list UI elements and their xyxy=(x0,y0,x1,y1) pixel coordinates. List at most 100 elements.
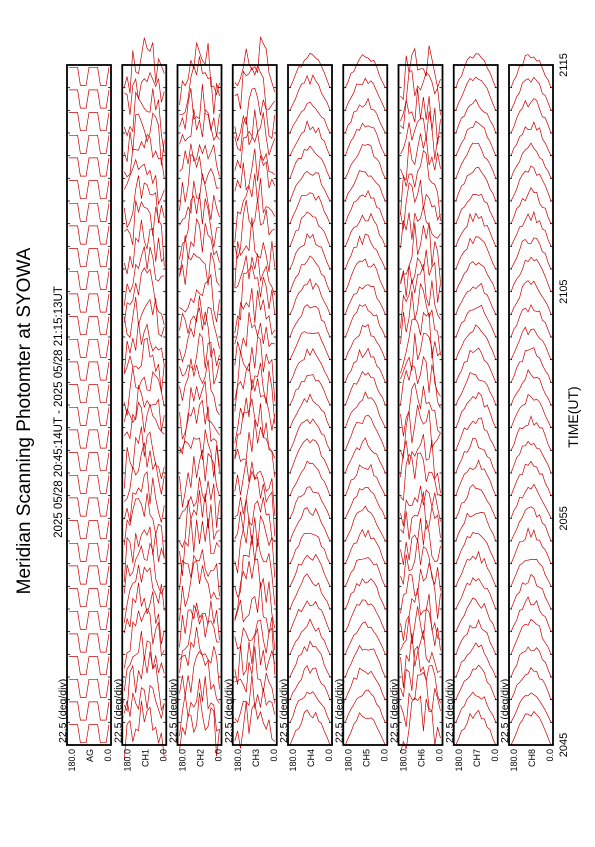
trace-line xyxy=(510,440,552,474)
trace-line xyxy=(69,701,110,721)
trace-line xyxy=(510,98,552,134)
scale-label: 22.5 (deg/div) xyxy=(223,679,235,743)
trace-line xyxy=(400,491,441,540)
trace-line xyxy=(455,53,497,88)
trace-line xyxy=(289,460,331,496)
channel-label: CH6 xyxy=(417,749,427,767)
trace-line xyxy=(124,442,165,502)
trace-line xyxy=(344,437,386,474)
trace-line xyxy=(179,380,220,440)
trace-group xyxy=(455,53,497,746)
trace-line xyxy=(179,218,220,276)
trace-line xyxy=(69,406,110,426)
channel-label: CH7 xyxy=(472,749,482,767)
trace-line xyxy=(510,120,552,156)
trace-line xyxy=(510,186,552,224)
trace-line xyxy=(344,599,386,632)
trace-line xyxy=(455,577,497,610)
trace-line xyxy=(344,644,386,678)
trace-line xyxy=(455,597,497,632)
trace-line xyxy=(69,225,110,245)
trace-line xyxy=(510,326,552,360)
trace-line xyxy=(400,149,441,221)
trace-line xyxy=(289,709,331,746)
trace-line xyxy=(400,538,441,591)
trace-line xyxy=(510,210,552,247)
trace-line xyxy=(455,512,497,542)
trace-line xyxy=(179,173,220,226)
trace-line xyxy=(123,37,165,94)
trace-line xyxy=(123,88,165,154)
trace-line xyxy=(344,528,386,564)
panel-ch4: 180.0 0.0 CH4 22.5 (deg/div) xyxy=(278,52,334,772)
trace-line xyxy=(123,630,165,692)
trace-line xyxy=(400,222,441,285)
trace-line xyxy=(344,170,386,202)
trace-line xyxy=(510,369,552,406)
trace-line xyxy=(289,304,331,338)
trace-line xyxy=(179,676,220,737)
trace-group xyxy=(289,52,331,746)
channel-label: CH2 xyxy=(196,749,206,767)
trace-line xyxy=(510,618,552,655)
trace-line xyxy=(455,142,497,179)
trace-line xyxy=(179,399,220,467)
trace-line xyxy=(234,264,276,334)
panel-ch6: 180.0 0.0 CH6 22.5 (deg/div) xyxy=(389,45,445,772)
trace-line xyxy=(455,372,497,406)
x-tick-label: 2055 xyxy=(558,506,570,530)
trace-line xyxy=(289,507,331,542)
trace-line xyxy=(69,202,110,222)
trace-line xyxy=(455,282,497,315)
trace-line xyxy=(455,76,497,111)
trace-group xyxy=(123,37,165,761)
trace-line xyxy=(123,493,165,559)
trace-line xyxy=(179,84,220,137)
trace-line xyxy=(179,252,220,286)
trace-line xyxy=(123,526,165,583)
trace-group xyxy=(69,66,110,744)
trace-line xyxy=(344,347,386,383)
trace-line xyxy=(234,497,276,543)
trace-line xyxy=(400,283,441,356)
trace-line xyxy=(400,249,441,303)
channel-label: CH4 xyxy=(306,749,316,767)
trace-line xyxy=(400,70,441,122)
trace-line xyxy=(234,628,276,685)
trace-line xyxy=(123,684,165,719)
trace-line xyxy=(179,153,220,211)
trace-line xyxy=(455,324,497,360)
trace-line xyxy=(510,76,552,111)
trace-line xyxy=(510,506,552,542)
trace-line xyxy=(179,650,220,704)
trace-line xyxy=(123,651,165,713)
trace-line xyxy=(234,312,275,366)
trace-line xyxy=(289,347,331,383)
trace-line xyxy=(455,304,497,338)
trace-line xyxy=(123,426,165,489)
trace-line xyxy=(455,261,497,292)
trace-line xyxy=(289,532,331,564)
panel-ch7: 180.0 0.0 CH7 22.5 (deg/div) xyxy=(444,53,500,772)
trace-line xyxy=(344,556,386,587)
trace-line xyxy=(179,600,220,648)
trace-line xyxy=(234,173,276,243)
trace-line xyxy=(179,56,220,116)
trace-line xyxy=(344,212,386,247)
scale-label: 22.5 (deg/div) xyxy=(333,679,345,743)
trace-line xyxy=(234,514,276,578)
trace-line xyxy=(234,378,276,444)
trace-group xyxy=(344,54,386,746)
trace-line xyxy=(344,463,386,496)
trace-line xyxy=(400,671,441,727)
trace-line xyxy=(455,212,497,247)
trace-line xyxy=(123,158,165,206)
panel-ch3: 180.0 0.0 CH3 22.5 (deg/div) xyxy=(223,36,279,772)
trace-line xyxy=(124,401,165,440)
trace-line xyxy=(123,133,165,179)
trace-line xyxy=(510,596,552,632)
trace-line xyxy=(69,384,110,404)
trace-line xyxy=(344,391,386,428)
trace-line xyxy=(179,449,220,508)
trace-line xyxy=(344,54,386,88)
